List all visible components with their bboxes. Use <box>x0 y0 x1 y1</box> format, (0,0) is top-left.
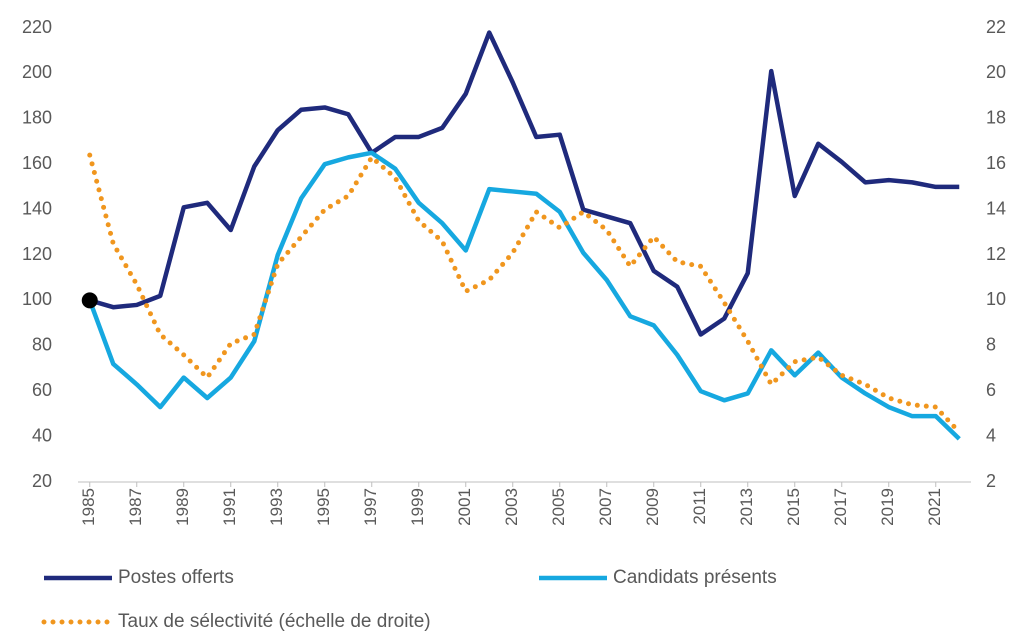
y-tick-label: 180 <box>22 108 52 128</box>
x-tick-label: 2021 <box>925 488 944 526</box>
x-tick-label: 1999 <box>408 488 427 526</box>
x-tick-label: 2005 <box>549 488 568 526</box>
x-tick-label: 1997 <box>361 488 380 526</box>
x-tick-label: 2015 <box>784 488 803 526</box>
legend-label: Postes offerts <box>118 567 234 588</box>
y-tick-label: 120 <box>22 244 52 264</box>
y2-tick-label: 8 <box>986 335 996 355</box>
x-tick-label: 1989 <box>173 488 192 526</box>
y-tick-label: 80 <box>32 335 52 355</box>
x-tick-label: 1987 <box>126 488 145 526</box>
legend-label: Candidats présents <box>613 567 777 588</box>
x-tick-label: 2009 <box>643 488 662 526</box>
y2-tick-label: 6 <box>986 380 996 400</box>
y2-tick-label: 4 <box>986 425 996 445</box>
y-tick-label: 60 <box>32 380 52 400</box>
x-tick-label: 2019 <box>878 488 897 526</box>
y-tick-label: 100 <box>22 289 52 309</box>
y2-tick-label: 18 <box>986 108 1006 128</box>
x-tick-label: 2017 <box>831 488 850 526</box>
y2-tick-label: 12 <box>986 244 1006 264</box>
x-tick-label: 2013 <box>737 488 756 526</box>
y2-tick-label: 22 <box>986 17 1006 37</box>
legend-label: Taux de sélectivité (échelle de droite) <box>118 611 431 632</box>
x-tick-label: 1995 <box>314 488 333 526</box>
y2-tick-label: 10 <box>986 289 1006 309</box>
y2-tick-label: 16 <box>986 153 1006 173</box>
x-tick-label: 2003 <box>502 488 521 526</box>
y2-tick-label: 2 <box>986 471 996 491</box>
y-tick-label: 200 <box>22 62 52 82</box>
y-tick-label: 20 <box>32 471 52 491</box>
series-line <box>87 152 962 435</box>
y-tick-label: 140 <box>22 198 52 218</box>
y-tick-label: 220 <box>22 17 52 37</box>
x-tick-label: 2007 <box>596 488 615 526</box>
y2-tick-label: 14 <box>986 198 1006 218</box>
y2-tick-label: 20 <box>986 62 1006 82</box>
y-tick-label: 40 <box>32 425 52 445</box>
series-line <box>87 150 961 441</box>
x-tick-label: 1993 <box>267 488 286 526</box>
x-tick-label: 1991 <box>220 488 239 526</box>
x-tick-label: 2011 <box>690 488 709 525</box>
start-marker <box>81 292 98 309</box>
x-tick-label: 2001 <box>455 488 474 526</box>
series-line <box>89 30 960 337</box>
y-tick-label: 160 <box>22 153 52 173</box>
x-tick-label: 1985 <box>79 488 98 526</box>
